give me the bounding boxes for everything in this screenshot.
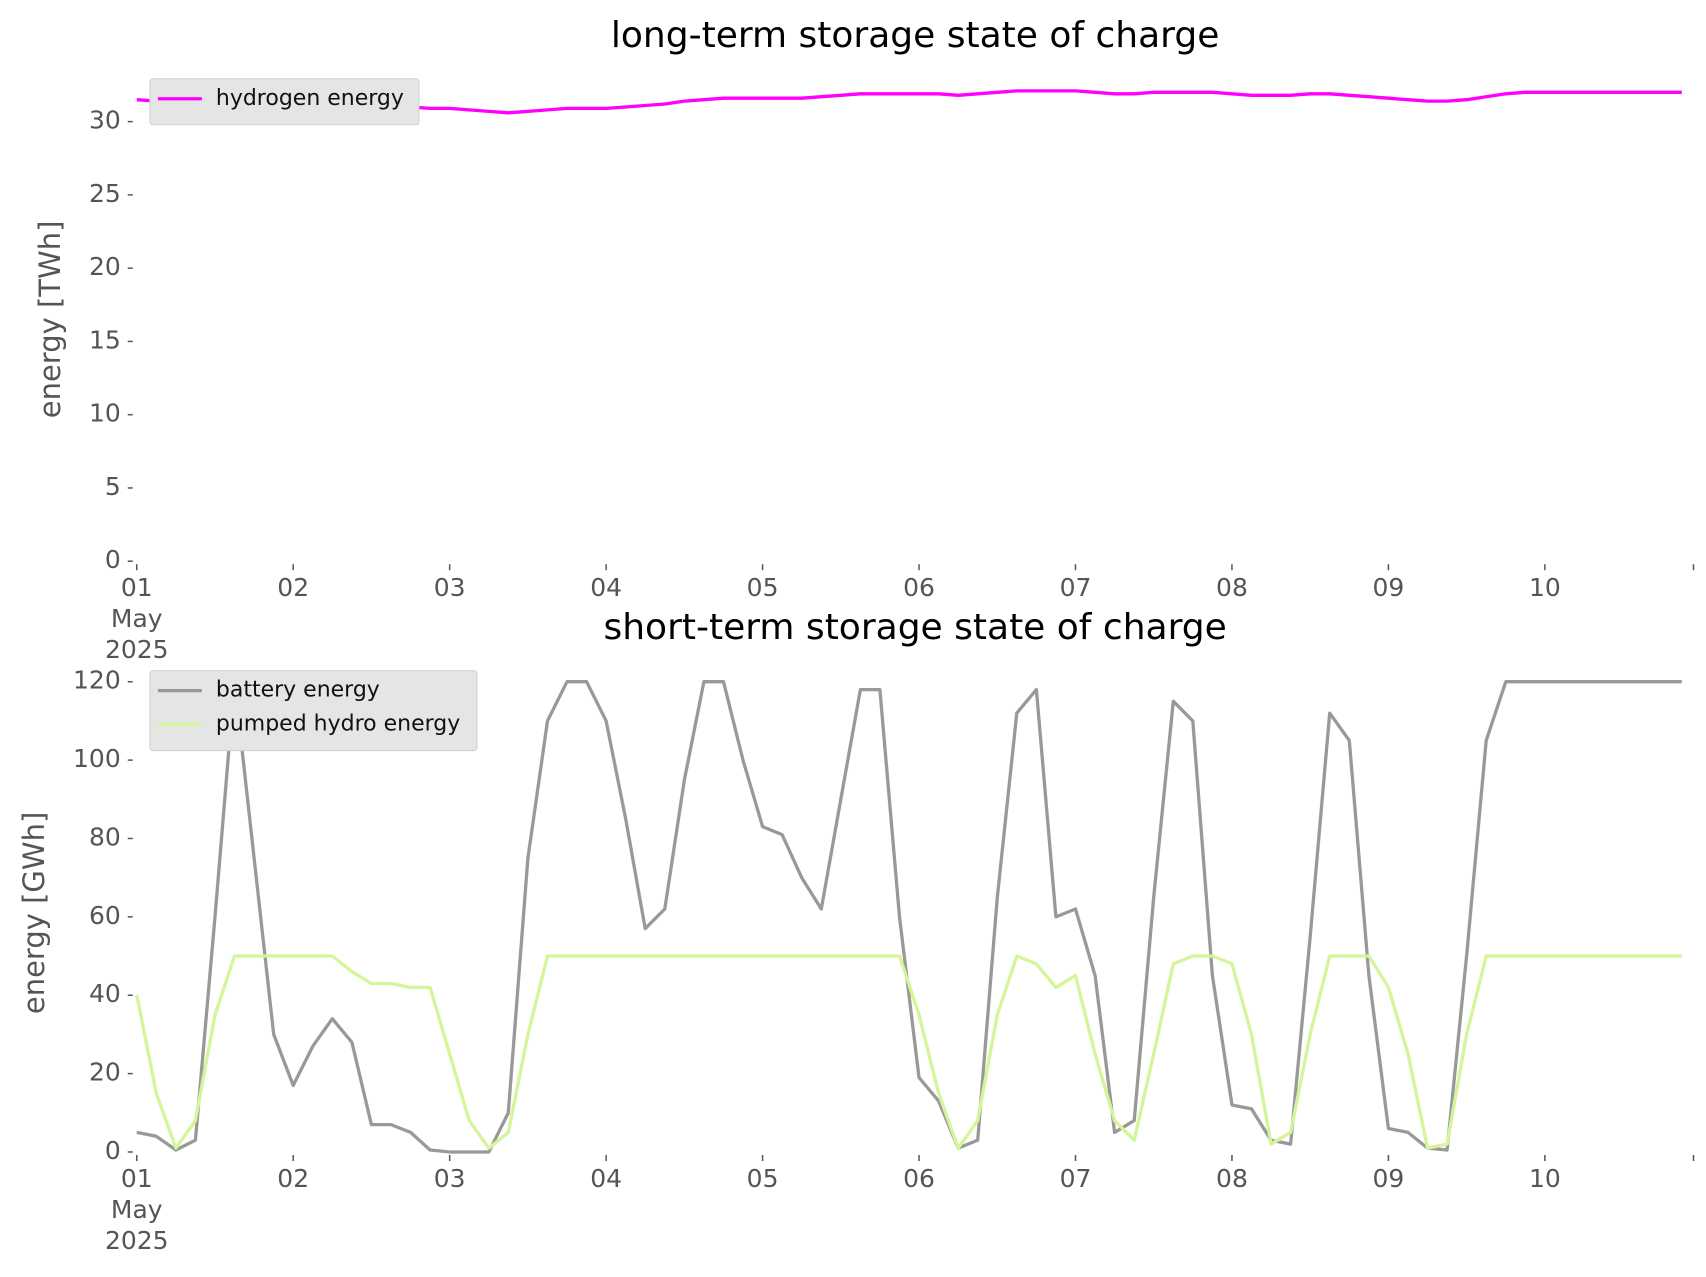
- x-tick-label: 06: [903, 1164, 935, 1193]
- x-tick-label: 04: [590, 1164, 622, 1193]
- x-tick-sublabel: 2025: [105, 635, 169, 664]
- chart-title: long-term storage state of charge: [611, 15, 1219, 56]
- x-tick-label: 08: [1216, 1164, 1248, 1193]
- x-tick-label: 09: [1373, 1164, 1405, 1193]
- x-tick-label: 06: [903, 573, 935, 602]
- y-tick-label: 25: [89, 179, 121, 208]
- legend-box: [149, 670, 478, 752]
- y-tick-label: 10: [89, 399, 121, 428]
- y-tick-label: 30: [89, 106, 121, 135]
- chart-title: short-term storage state of charge: [603, 607, 1226, 648]
- x-tick-label: 02: [277, 1164, 309, 1193]
- x-tick-label: 03: [434, 1164, 466, 1193]
- y-tick-label: 15: [89, 325, 121, 354]
- legend-label: pumped hydro energy: [216, 712, 460, 737]
- legend-box: [149, 78, 420, 126]
- legend: hydrogen energy: [149, 78, 420, 126]
- x-tick-sublabel: May: [111, 604, 163, 633]
- y-tick-label: 80: [89, 822, 121, 851]
- x-tick-label: 07: [1060, 1164, 1092, 1193]
- y-tick-label: 0: [105, 1136, 121, 1165]
- y-tick-label: 5: [105, 472, 121, 501]
- x-tick-sublabel: 2025: [105, 1226, 169, 1255]
- x-tick-label: 01: [121, 1164, 153, 1193]
- x-tick-label: 02: [277, 573, 309, 602]
- x-tick-label: 05: [747, 1164, 779, 1193]
- x-tick-label: 07: [1060, 573, 1092, 602]
- series-line: [136, 680, 1682, 1154]
- x-tick-label: 10: [1529, 573, 1561, 602]
- y-tick-label: 20: [89, 252, 121, 281]
- y-tick-label: 120: [73, 666, 121, 695]
- x-tick-label: 08: [1216, 573, 1248, 602]
- x-tick-label: 10: [1529, 1164, 1561, 1193]
- x-tick-label: 01: [121, 573, 153, 602]
- x-tick-sublabel: May: [111, 1195, 163, 1224]
- x-tick-label: 05: [747, 573, 779, 602]
- y-axis-label: energy [TWh]: [33, 221, 67, 419]
- legend-label: battery energy: [216, 678, 380, 703]
- x-tick-label: 03: [434, 573, 466, 602]
- y-axis-label: energy [GWh]: [17, 812, 51, 1014]
- y-tick-label: 40: [89, 979, 121, 1008]
- y-tick-label: 0: [105, 545, 121, 574]
- x-tick-label: 09: [1373, 573, 1405, 602]
- series-line: [135, 954, 1682, 1150]
- legend: battery energy pumped hydro energy: [149, 670, 478, 752]
- x-tick-label: 04: [590, 573, 622, 602]
- y-tick-label: 60: [89, 901, 121, 930]
- legend-label: hydrogen energy: [216, 86, 404, 111]
- y-tick-label: 100: [73, 744, 121, 773]
- y-tick-label: 20: [89, 1058, 121, 1087]
